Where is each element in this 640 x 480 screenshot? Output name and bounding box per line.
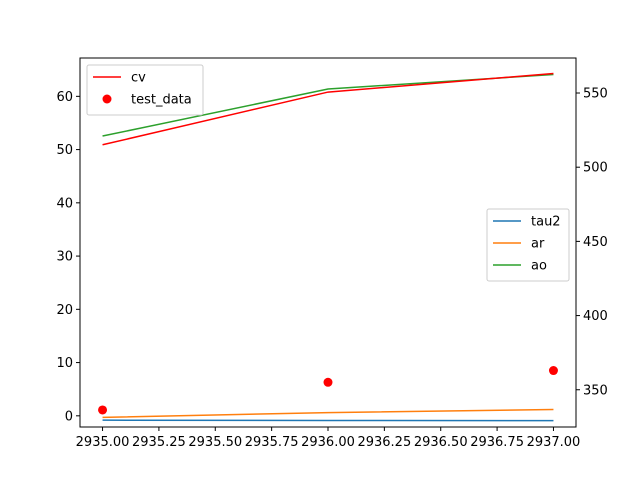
left-y-tick-label: 30	[56, 250, 73, 265]
x-tick-label: 2936.75	[470, 435, 524, 450]
legend-label-ao: ao	[531, 259, 547, 274]
left-y-tick-label: 10	[56, 356, 73, 371]
left-y-tick-label: 20	[56, 303, 73, 318]
point-test_data	[323, 377, 333, 387]
right-y-tick-label: 500	[583, 161, 608, 176]
x-tick-label: 2935.50	[188, 435, 242, 450]
x-tick-label: 2936.50	[414, 435, 468, 450]
right-y-tick-label: 350	[583, 383, 608, 398]
series-line-ar	[102, 408, 554, 419]
left-y-tick-label: 40	[56, 196, 73, 211]
left-y-tick-label: 0	[65, 409, 73, 424]
series-layer	[98, 72, 558, 422]
x-tick-label: 2936.00	[301, 435, 355, 450]
x-tick-label: 2936.25	[357, 435, 411, 450]
x-tick-label: 2935.00	[76, 435, 130, 450]
right-y-tick-label: 400	[583, 309, 608, 324]
legend-label-cv: cv	[131, 71, 146, 86]
legend-label-ar: ar	[531, 237, 545, 252]
plot-frame	[79, 57, 577, 428]
x-tick-label: 2937.00	[527, 435, 581, 450]
x-tick-label: 2935.75	[245, 435, 299, 450]
legend-swatch-test_data	[102, 94, 112, 104]
legend-label-tau2: tau2	[531, 215, 561, 230]
right-legend-box	[486, 208, 570, 282]
right-y-tick-label: 450	[583, 235, 608, 250]
point-test_data	[548, 366, 558, 376]
x-tick-label: 2935.25	[132, 435, 186, 450]
legend-layer: cv test_data tau2 ar ao	[86, 64, 570, 282]
legend-label-test_data: test_data	[131, 93, 192, 108]
right-y-tick-label: 550	[583, 87, 608, 102]
point-test_data	[98, 405, 108, 415]
axis-layer: 2935.00 2935.25 2935.50 2935.75 2936.00 2936.…	[56, 87, 607, 450]
left-y-tick-label: 60	[56, 90, 73, 105]
left-y-tick-label: 50	[56, 143, 73, 158]
series-line-cv	[102, 72, 554, 146]
